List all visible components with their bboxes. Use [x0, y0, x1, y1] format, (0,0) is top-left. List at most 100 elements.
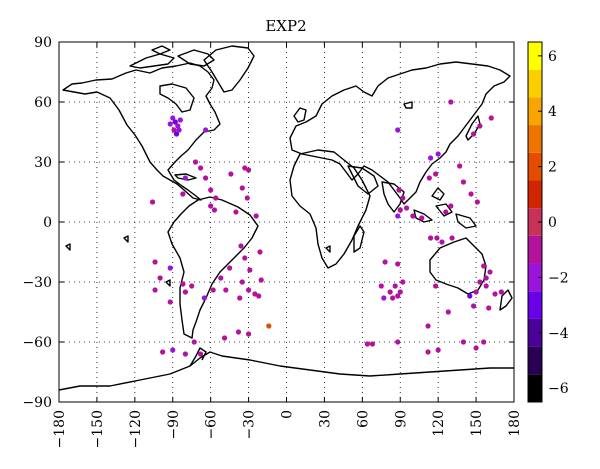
data-point — [477, 123, 483, 129]
data-point — [395, 213, 401, 219]
x-tick-label: 0 — [280, 410, 296, 419]
x-tick-label: −60 — [204, 410, 220, 440]
cuba-coastline — [174, 173, 197, 181]
data-point — [498, 289, 504, 295]
australia-coastline — [429, 237, 487, 295]
colorbar-level — [528, 69, 542, 98]
data-point — [180, 191, 186, 197]
data-point — [390, 295, 396, 301]
data-point — [218, 275, 224, 281]
arabia-coastline — [347, 165, 379, 195]
data-point — [457, 163, 463, 169]
colorbar-levels — [528, 42, 542, 402]
y-tick-label: 0 — [43, 215, 52, 231]
colorbar-level — [528, 42, 542, 70]
y-tick-label: 30 — [34, 155, 52, 171]
data-point — [182, 289, 188, 295]
data-point — [434, 235, 440, 241]
y-tick-label: −30 — [22, 275, 52, 291]
data-point — [203, 127, 209, 133]
data-point — [467, 293, 473, 299]
data-point — [192, 159, 199, 165]
data-point — [387, 289, 393, 295]
data-point — [242, 255, 248, 261]
x-tick-label: 90 — [393, 410, 409, 428]
data-point — [256, 293, 262, 299]
data-point — [396, 187, 402, 193]
data-point — [258, 277, 264, 283]
data-point — [182, 351, 188, 357]
data-point — [427, 155, 434, 161]
data-point — [435, 347, 441, 353]
data-point — [473, 345, 479, 351]
africa-coastline — [289, 149, 371, 269]
data-point — [395, 293, 401, 299]
data-point — [481, 339, 487, 345]
new-zealand-coastline — [499, 289, 513, 311]
north-america-coastline — [62, 62, 221, 201]
x-axis: −180 −150 −120 −90 −60 −30 0 30 60 90 120 150 180 — [52, 42, 523, 448]
antarctica-coastline — [58, 351, 514, 391]
colorbar-level — [528, 235, 542, 264]
data-point — [486, 305, 492, 311]
data-point — [257, 249, 263, 255]
data-point — [448, 99, 454, 105]
data-point — [395, 339, 401, 345]
colorbar-tick-label: −6 — [548, 381, 569, 397]
data-point — [223, 287, 229, 293]
colorbar-tick-label: −2 — [548, 270, 569, 286]
data-point — [245, 167, 252, 173]
british-isles-coastline — [293, 107, 307, 123]
data-point — [460, 339, 467, 345]
data-point — [392, 283, 398, 289]
data-point — [419, 215, 425, 221]
madagascar-coastline — [353, 225, 365, 253]
data-point — [410, 213, 416, 219]
data-point — [239, 185, 245, 191]
data-point — [167, 265, 173, 271]
data-point — [397, 207, 403, 213]
data-point — [425, 323, 431, 329]
data-point — [477, 279, 483, 285]
data-point — [244, 195, 250, 201]
data-point — [239, 279, 245, 285]
x-tick-label: 150 — [469, 410, 485, 437]
y-tick-label: −60 — [22, 335, 52, 351]
colorbar-level — [528, 180, 542, 209]
data-point — [189, 283, 195, 289]
data-point — [460, 179, 467, 185]
data-point — [481, 263, 487, 269]
data-point — [210, 287, 216, 293]
y-tick-label: 60 — [34, 95, 52, 111]
colorbar-tick-label: −4 — [548, 326, 569, 342]
colorbar-tick-label: 0 — [548, 215, 557, 231]
south-america-coastline — [167, 196, 259, 339]
data-point — [152, 259, 158, 265]
x-tick-label: −120 — [128, 410, 144, 448]
data-point — [395, 127, 401, 133]
data-point — [433, 171, 439, 177]
colorbar-level — [528, 152, 542, 181]
data-point — [433, 283, 439, 289]
data-point — [197, 165, 204, 171]
data-point — [253, 213, 259, 219]
data-point — [228, 171, 234, 177]
data-point — [237, 295, 243, 301]
x-tick-label: 30 — [317, 410, 333, 428]
data-point — [245, 331, 252, 337]
data-point — [487, 269, 493, 275]
data-point — [474, 199, 480, 205]
data-point — [445, 309, 451, 315]
data-point — [157, 275, 163, 281]
data-point — [233, 209, 239, 215]
data-point — [211, 207, 218, 213]
colorbar-level — [528, 97, 542, 126]
data-point — [167, 121, 173, 127]
data-point — [381, 295, 387, 301]
data-point — [449, 235, 455, 241]
small-islands-coastline — [65, 101, 413, 287]
data-point — [473, 289, 479, 295]
data-point — [483, 275, 489, 281]
y-axis: −90 −60 −30 0 30 60 90 — [22, 35, 514, 411]
x-tick-label: 180 — [507, 410, 523, 437]
